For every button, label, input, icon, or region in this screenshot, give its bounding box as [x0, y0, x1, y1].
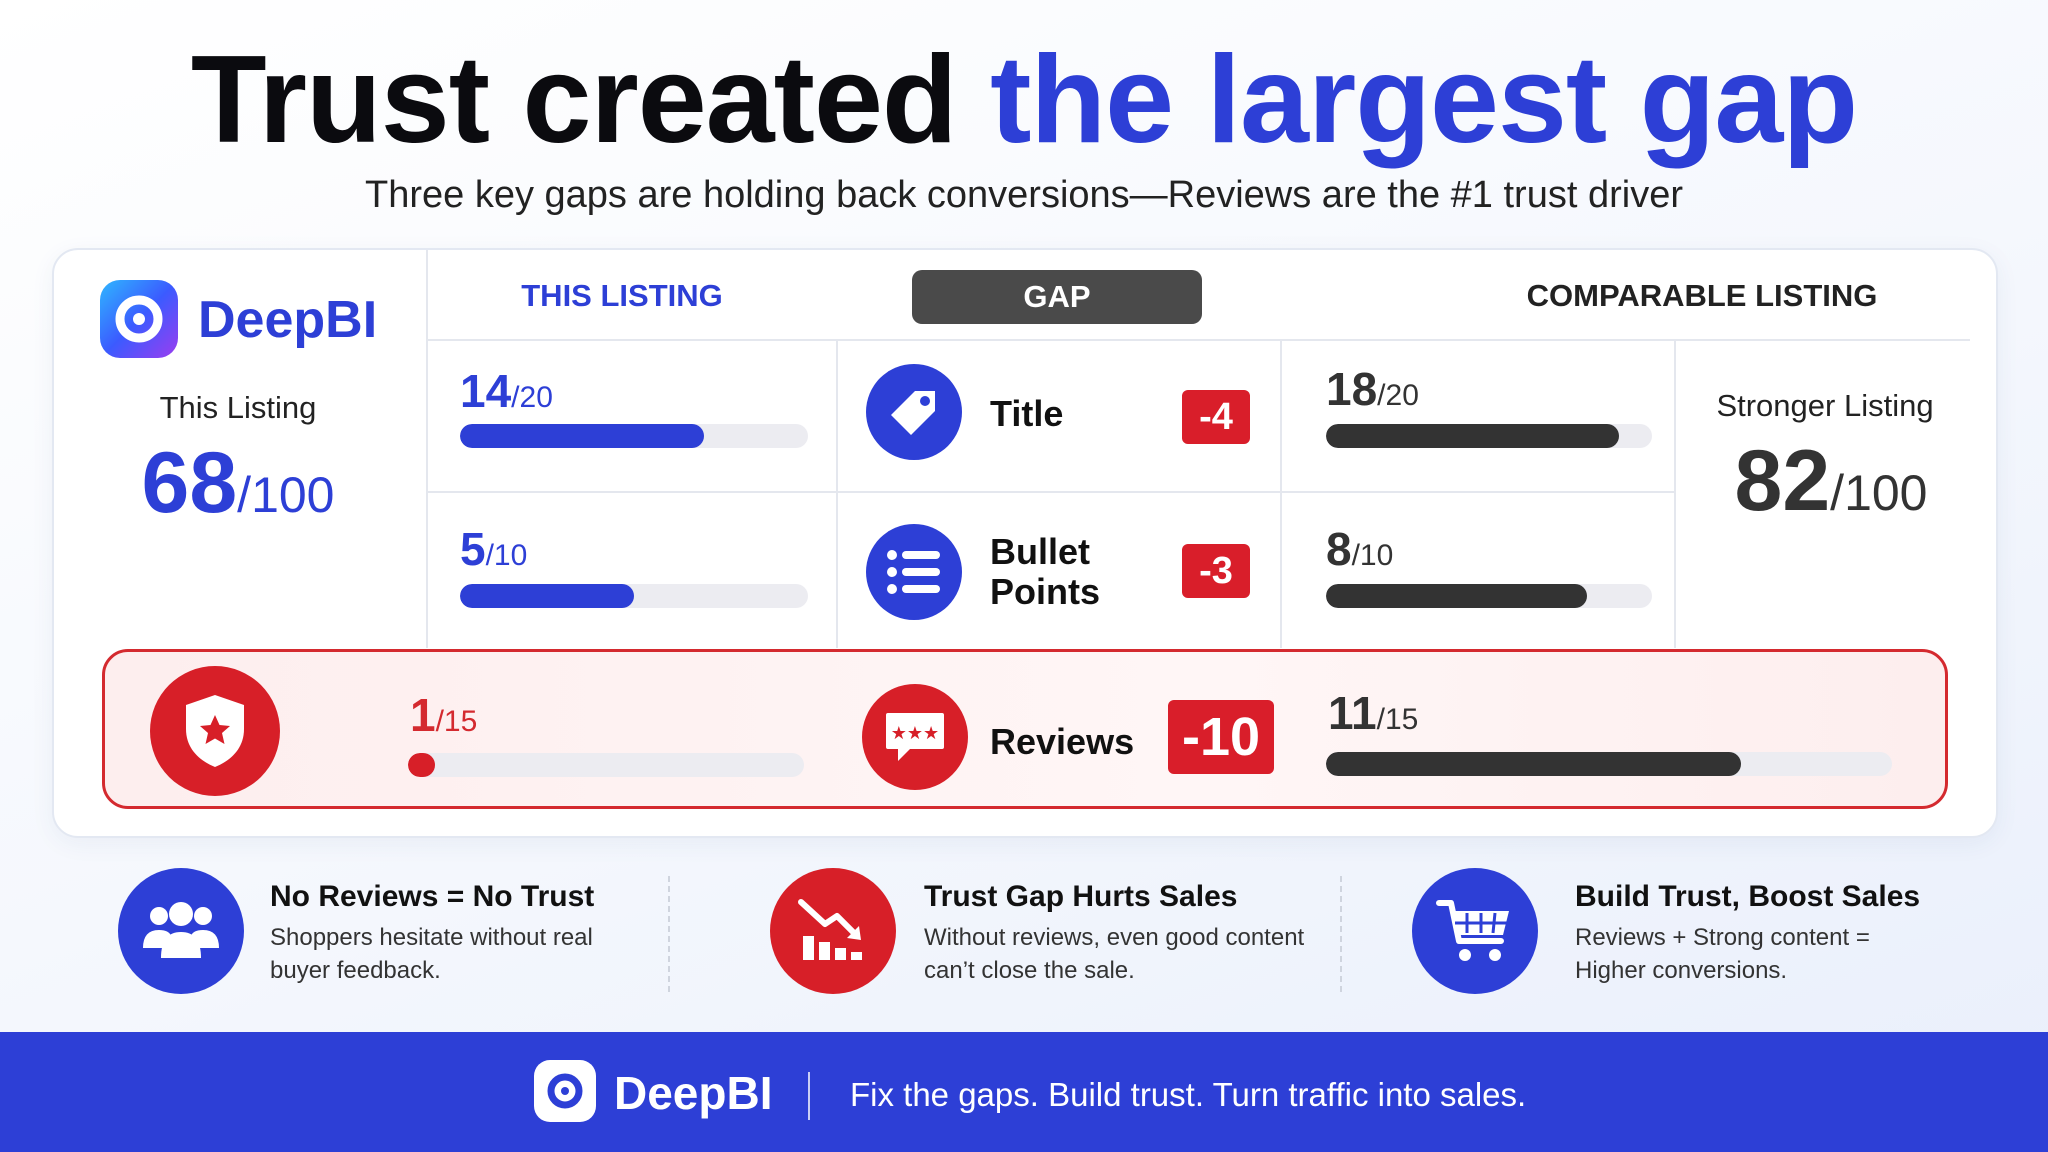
- stronger-listing-score: 82/100: [1734, 433, 1928, 529]
- title-comp-bar-fill: [1326, 424, 1620, 448]
- title-gap-badge: -4: [1182, 390, 1250, 444]
- cart-icon: [1412, 868, 1538, 994]
- divider: [1280, 340, 1282, 648]
- bullets-comp-bar: [1326, 584, 1652, 608]
- reviews-comp-bar: [1326, 752, 1892, 776]
- footer-brand: DeepBI: [614, 1067, 773, 1119]
- stronger-listing-label: Stronger Listing: [1716, 388, 1934, 423]
- deepbi-logo-icon: [100, 280, 178, 358]
- reviews-gap-badge: -10: [1168, 700, 1274, 774]
- page-title: Trust created the largest gap: [0, 30, 2048, 170]
- tag-icon: [866, 364, 962, 460]
- chat-stars-icon: ★★★: [862, 684, 968, 790]
- footer-bar: [0, 1032, 2048, 1152]
- reviews-this-score: 1/15: [410, 689, 478, 741]
- reviews-this-bar: [408, 753, 804, 777]
- divider: [426, 491, 1674, 493]
- reviews-comp-bar-fill: [1326, 752, 1741, 776]
- point-3-desc: Reviews + Strong content = Higher conver…: [1575, 924, 1870, 984]
- bullets-gap-badge: -3: [1182, 544, 1250, 598]
- point-3-title: Build Trust, Boost Sales: [1575, 880, 1921, 913]
- title-this-bar-fill: [460, 424, 704, 448]
- list-icon: [866, 524, 962, 620]
- reviews-highlight-row: [102, 649, 1948, 809]
- col-header-gap: GAP: [912, 270, 1202, 324]
- footer-divider: [808, 1072, 810, 1120]
- users-icon: [118, 868, 244, 994]
- this-listing-label: This Listing: [159, 390, 317, 425]
- this-listing-score: 68/100: [141, 435, 335, 531]
- title-comp-bar: [1326, 424, 1652, 448]
- bullets-comp-score: 8/10: [1326, 523, 1394, 575]
- divider: [1674, 340, 1676, 648]
- title-comp-score: 18/20: [1326, 363, 1419, 415]
- point-2-title: Trust Gap Hurts Sales: [924, 880, 1238, 913]
- title-part1: Trust created: [190, 31, 958, 169]
- title-label: Title: [990, 393, 1064, 434]
- col-header-comparable: COMPARABLE LISTING: [1526, 278, 1878, 313]
- title-part2: the largest gap: [990, 31, 1858, 169]
- chart-down-icon: [770, 868, 896, 994]
- reviews-label: Reviews: [990, 721, 1135, 762]
- bullets-comp-bar-fill: [1326, 584, 1587, 608]
- shield-star-icon: [150, 666, 280, 796]
- divider: [1340, 876, 1342, 992]
- title-this-score: 14/20: [460, 365, 553, 417]
- divider: [426, 250, 428, 648]
- brand-name: DeepBI: [198, 291, 378, 349]
- reviews-comp-score: 11/15: [1328, 687, 1419, 739]
- page-subtitle: Three key gaps are holding back conversi…: [365, 174, 1683, 216]
- footer-logo-icon: [534, 1060, 596, 1122]
- divider: [836, 340, 838, 648]
- title-this-bar: [460, 424, 808, 448]
- reviews-this-bar-fill: [408, 753, 435, 777]
- point-1-desc: Shoppers hesitate without real buyer fee…: [270, 924, 593, 984]
- divider: [426, 339, 1970, 341]
- bullets-label: Bullet Points: [990, 531, 1101, 612]
- point-1-title: No Reviews = No Trust: [270, 880, 595, 913]
- svg-text:★★★: ★★★: [891, 723, 939, 744]
- divider: [668, 876, 670, 992]
- bullets-this-bar: [460, 584, 808, 608]
- bullets-this-bar-fill: [460, 584, 634, 608]
- col-header-this-listing: THIS LISTING: [521, 278, 723, 313]
- footer-tagline: Fix the gaps. Build trust. Turn traffic …: [850, 1076, 1527, 1113]
- bullets-this-score: 5/10: [460, 523, 528, 575]
- point-2-desc: Without reviews, even good content can’t…: [924, 924, 1305, 984]
